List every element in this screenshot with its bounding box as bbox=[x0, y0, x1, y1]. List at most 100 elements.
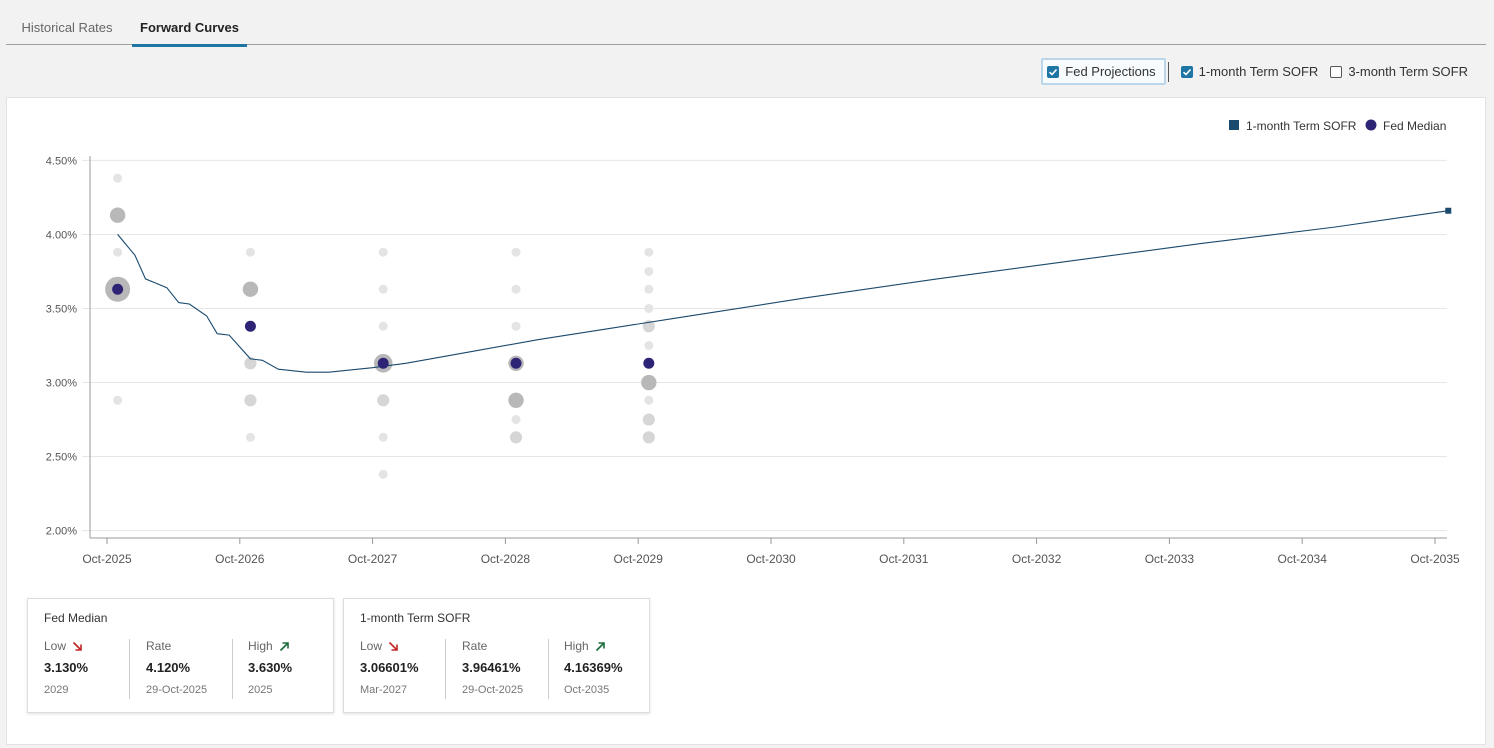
tab-bar: Historical Rates Forward Curves bbox=[6, 0, 1486, 47]
sofr-1m-label: 1-month Term SOFR bbox=[1198, 64, 1319, 79]
fed-dot bbox=[644, 303, 654, 313]
x-tick-label: Oct-2025 bbox=[82, 552, 132, 566]
arrow-up-icon bbox=[279, 641, 289, 651]
stat-sub: 29-Oct-2025 bbox=[146, 684, 208, 696]
y-tick-label: 4.50% bbox=[46, 155, 77, 167]
fed-dot bbox=[244, 394, 257, 407]
sofr-3m-checkbox[interactable] bbox=[1330, 65, 1343, 78]
fed-dot bbox=[511, 321, 521, 331]
stat-sub: 2029 bbox=[44, 684, 69, 696]
y-tick-label: 3.00% bbox=[46, 378, 77, 390]
toggle-separator bbox=[1167, 61, 1169, 82]
sofr-1m-toggle[interactable]: 1-month Term SOFR bbox=[1177, 58, 1327, 85]
stat-value: 4.16369% bbox=[564, 660, 623, 675]
fed-dot bbox=[378, 469, 388, 479]
stat-high: High 4.16369% Oct-2035 bbox=[564, 639, 623, 697]
fed-projections-checkbox[interactable] bbox=[1047, 65, 1060, 78]
fed-dot bbox=[113, 395, 123, 405]
fed-dot bbox=[509, 431, 523, 444]
x-tick-label: Oct-2031 bbox=[879, 552, 929, 566]
fed-dot bbox=[113, 247, 123, 257]
fed-dot bbox=[641, 374, 657, 391]
fed-dot bbox=[378, 284, 388, 294]
stat-label: High bbox=[248, 639, 273, 653]
fed-projections-toggle[interactable]: Fed Projections bbox=[1041, 58, 1166, 85]
sofr-3m-label: 3-month Term SOFR bbox=[1348, 64, 1468, 79]
y-tick-label: 3.50% bbox=[46, 303, 77, 315]
x-tick-label: Oct-2027 bbox=[348, 552, 398, 566]
stat-divider bbox=[232, 639, 233, 699]
fed-dot bbox=[508, 392, 524, 408]
fed-median-point bbox=[510, 357, 522, 369]
fed-dot bbox=[642, 413, 655, 426]
legend-sofr-square bbox=[1229, 120, 1239, 130]
stat-value: 3.130% bbox=[44, 660, 89, 675]
fed-median-point bbox=[643, 357, 655, 369]
stat-label: Rate bbox=[146, 639, 172, 653]
fed-dot bbox=[511, 415, 521, 425]
x-tick-label: Oct-2029 bbox=[614, 552, 664, 566]
arrow-up-icon bbox=[595, 641, 605, 651]
sofr-3m-toggle[interactable]: 3-month Term SOFR bbox=[1326, 58, 1476, 85]
stat-sub: 2025 bbox=[248, 684, 273, 696]
fed-dot bbox=[644, 395, 654, 405]
fed-dot bbox=[113, 173, 123, 183]
fed-median-point bbox=[112, 283, 124, 295]
card-title: 1-month Term SOFR bbox=[360, 611, 471, 625]
stat-rate: Rate 4.120% 29-Oct-2025 bbox=[146, 639, 207, 697]
card-title: Fed Median bbox=[44, 611, 108, 625]
fed-dot bbox=[109, 207, 126, 223]
tab-forward-curves[interactable]: Forward Curves bbox=[132, 0, 247, 47]
forward-curve-chart: 2.00% 2.50% 3.00% 3.50% 4.00% 4.50% Oct-2025 Oc… bbox=[46, 119, 1460, 566]
chart-legend: 1-month Term SOFR Fed Median bbox=[1229, 119, 1446, 133]
sofr-1m-card: 1-month Term SOFR Low 3.06601% Mar-2027 … bbox=[343, 598, 650, 713]
y-tick-label: 2.00% bbox=[46, 526, 77, 538]
x-tick-label: Oct-2034 bbox=[1278, 552, 1328, 566]
y-tick-label: 2.50% bbox=[46, 452, 77, 464]
x-tick-label: Oct-2026 bbox=[215, 552, 265, 566]
y-tick-label: 4.00% bbox=[46, 229, 77, 241]
x-tick-label: Oct-2030 bbox=[746, 552, 796, 566]
x-tick-label: Oct-2032 bbox=[1012, 552, 1062, 566]
stat-value: 3.06601% bbox=[360, 660, 419, 675]
fed-projections-label: Fed Projections bbox=[1065, 64, 1156, 79]
series-toggles: Fed Projections 1-month Term SOFR 3-mont… bbox=[1041, 58, 1476, 85]
fed-median-card: Fed Median Low 3.130% 2029 Rate 4.120% 2… bbox=[27, 598, 334, 713]
fed-dot bbox=[245, 247, 255, 257]
stat-value: 4.120% bbox=[146, 660, 191, 675]
fed-dot bbox=[378, 321, 388, 331]
stat-label: Low bbox=[44, 639, 67, 653]
fed-dot bbox=[378, 247, 388, 257]
stat-sub: 29-Oct-2025 bbox=[462, 684, 524, 696]
stat-divider bbox=[445, 639, 446, 699]
stat-divider bbox=[129, 639, 130, 699]
stat-sub: Oct-2035 bbox=[564, 684, 610, 696]
fed-dot bbox=[377, 394, 390, 407]
x-tick-label: Oct-2035 bbox=[1410, 552, 1460, 566]
tab-historical-rates[interactable]: Historical Rates bbox=[21, 20, 113, 35]
stat-sub: Mar-2027 bbox=[360, 684, 408, 696]
legend-sofr-label: 1-month Term SOFR bbox=[1246, 119, 1357, 133]
fed-dot bbox=[511, 247, 521, 257]
stat-high: High 3.630% 2025 bbox=[248, 639, 292, 697]
legend-fed-circle bbox=[1365, 119, 1377, 131]
stat-rate: Rate 3.96461% 29-Oct-2025 bbox=[462, 639, 523, 697]
stat-divider bbox=[548, 639, 549, 699]
fed-dot bbox=[245, 432, 255, 442]
stat-low: Low 3.06601% Mar-2027 bbox=[360, 639, 419, 697]
fed-median-point bbox=[377, 357, 389, 369]
arrow-down-icon bbox=[388, 641, 398, 651]
fed-dot bbox=[644, 247, 654, 257]
fed-dot bbox=[644, 341, 654, 350]
stat-label: Low bbox=[360, 639, 383, 653]
fed-dot bbox=[511, 284, 521, 294]
sofr-1m-end-marker bbox=[1445, 207, 1452, 214]
stat-label: Rate bbox=[462, 639, 488, 653]
stat-low: Low 3.130% 2029 bbox=[44, 639, 88, 697]
fed-dot bbox=[242, 281, 259, 297]
sofr-1m-checkbox[interactable] bbox=[1180, 65, 1193, 78]
arrow-down-icon bbox=[72, 641, 82, 651]
fed-dot bbox=[642, 431, 655, 444]
fed-dot bbox=[244, 357, 257, 370]
stat-value: 3.96461% bbox=[462, 660, 521, 675]
